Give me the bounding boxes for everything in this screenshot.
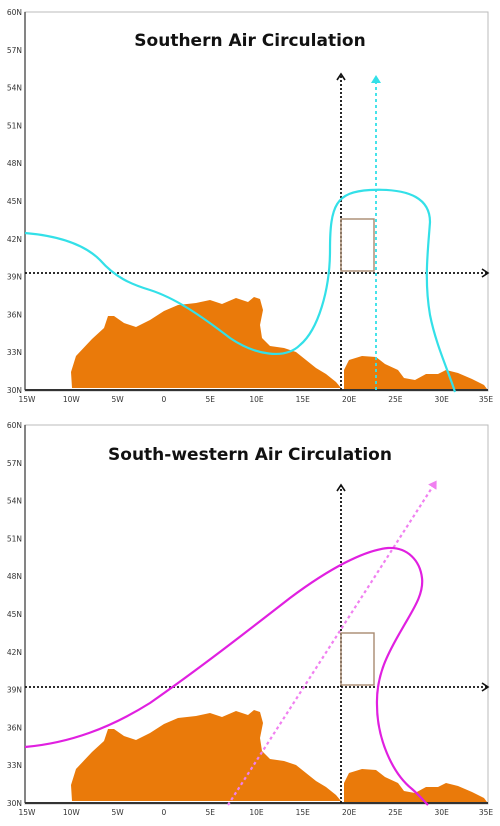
y-tick-label: 33N <box>7 348 22 357</box>
target-region-box <box>340 218 375 272</box>
x-tick-label: 5W <box>112 395 125 404</box>
x-tick-label: 20E <box>342 808 357 817</box>
x-tick-label: 15E <box>296 395 311 404</box>
x-tick-label: 15W <box>19 808 37 817</box>
southern-tick-layer: 60N 57N 54N 51N 48N 45N 42N 39N 36N 33N 30N 15W 10W… <box>7 8 494 404</box>
x-tick-label: 15W <box>19 395 37 404</box>
southern-circulation-panel: Southern Air Circulation 60N 57N 54N 51N 48N… <box>7 8 494 404</box>
x-tick-label: 5E <box>205 395 215 404</box>
x-tick-label: 25E <box>388 395 403 404</box>
x-tick-label: 5E <box>205 808 215 817</box>
southern-map-svg <box>24 11 490 393</box>
panel-title: South-western Air Circulation <box>108 445 392 465</box>
y-tick-label: 57N <box>7 46 22 55</box>
x-tick-label: 30E <box>435 808 450 817</box>
y-tick-label: 60N <box>7 8 22 17</box>
y-tick-label: 42N <box>7 235 22 244</box>
x-tick-label: 30E <box>435 395 450 404</box>
y-tick-label: 54N <box>7 84 22 93</box>
southwestern-map-svg <box>24 424 490 806</box>
y-tick-label: 51N <box>7 121 22 130</box>
y-tick-label: 42N <box>7 648 22 657</box>
panel-title: Southern Air Circulation <box>134 31 366 51</box>
land-mass-east <box>344 769 487 802</box>
circulation-curve <box>24 546 429 806</box>
x-tick-label: 10W <box>63 395 81 404</box>
land-mass <box>71 710 341 801</box>
x-tick-label: 10E <box>249 808 264 817</box>
y-tick-label: 48N <box>7 159 22 168</box>
x-tick-label: 10W <box>63 808 81 817</box>
x-tick-label: 0 <box>162 395 167 404</box>
y-tick-label: 45N <box>7 197 22 206</box>
southwestern-circulation-panel: South-western Air Circulation 60N 57N 54N 5… <box>0 413 500 826</box>
y-tick-label: 36N <box>7 723 22 732</box>
x-tick-label: 35E <box>479 808 494 817</box>
x-tick-label: 15E <box>296 808 311 817</box>
x-tick-label: 20E <box>342 395 357 404</box>
y-tick-label: 33N <box>7 761 22 770</box>
y-tick-label: 54N <box>7 497 22 506</box>
southwestern-tick-layer: 60N 57N 54N 51N 48N 45N 42N 39N 36N 33N 30N 15W 10W… <box>7 421 494 817</box>
y-tick-label: 45N <box>7 610 22 619</box>
y-tick-label: 51N <box>7 534 22 543</box>
x-tick-label: 10E <box>249 395 264 404</box>
southwestern-flow-arrow <box>227 480 437 806</box>
y-tick-label: 60N <box>7 421 22 430</box>
x-tick-label: 25E <box>388 808 403 817</box>
y-tick-label: 30N <box>7 386 22 395</box>
y-tick-label: 39N <box>7 273 22 282</box>
y-tick-label: 36N <box>7 310 22 319</box>
y-tick-label: 57N <box>7 459 22 468</box>
y-tick-label: 48N <box>7 572 22 581</box>
y-tick-label: 39N <box>7 686 22 695</box>
x-tick-label: 5W <box>112 808 125 817</box>
y-tick-label: 30N <box>7 799 22 808</box>
x-tick-label: 35E <box>479 395 494 404</box>
circulation-curve <box>24 188 457 393</box>
target-region-box <box>340 632 375 686</box>
x-tick-label: 0 <box>162 808 167 817</box>
land-mass <box>71 297 341 388</box>
